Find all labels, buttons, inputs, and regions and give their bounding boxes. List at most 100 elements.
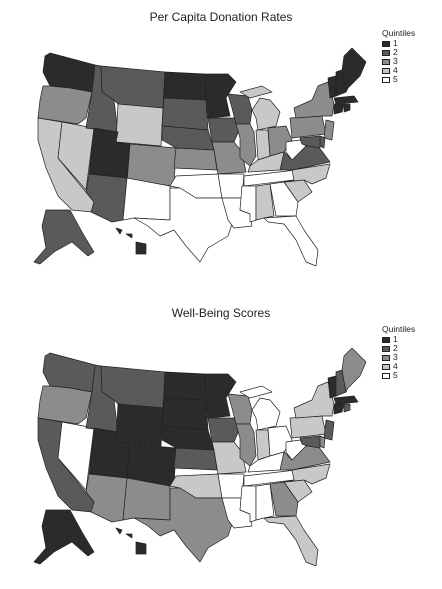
state-pa bbox=[289, 115, 327, 139]
state-nd bbox=[163, 71, 207, 101]
state-or bbox=[37, 85, 93, 125]
state-mo bbox=[211, 141, 247, 175]
state-in bbox=[255, 429, 271, 461]
state-pa bbox=[289, 415, 327, 439]
legend-swatch bbox=[382, 336, 390, 343]
states-layer bbox=[33, 47, 367, 267]
state-hi bbox=[115, 227, 147, 255]
legend-label: 2 bbox=[393, 47, 398, 57]
state-ny bbox=[293, 381, 335, 419]
map-panel-donation: Per Capita Donation Rates Quintiles 1 2 … bbox=[0, 0, 442, 290]
legend-swatch bbox=[382, 345, 390, 352]
state-de bbox=[319, 135, 326, 149]
legend-title: Quintiles bbox=[382, 324, 416, 334]
us-choropleth-map bbox=[33, 347, 367, 567]
legend-item: 1 bbox=[382, 335, 415, 344]
state-mn bbox=[204, 373, 237, 419]
us-choropleth-map bbox=[33, 47, 367, 267]
state-fl bbox=[263, 215, 319, 267]
legend-swatch bbox=[382, 363, 390, 370]
state-ne bbox=[161, 125, 215, 151]
state-nc bbox=[283, 163, 331, 185]
state-tx bbox=[133, 187, 237, 263]
state-ri bbox=[343, 403, 351, 413]
state-ma bbox=[333, 395, 359, 405]
state-ct bbox=[333, 403, 345, 415]
state-wv bbox=[285, 439, 307, 461]
legend-swatch bbox=[382, 40, 390, 47]
legend-item: 4 bbox=[382, 66, 415, 75]
legend-swatch bbox=[382, 49, 390, 56]
state-or bbox=[37, 385, 93, 425]
legend-swatch bbox=[382, 354, 390, 361]
legend-label: 3 bbox=[393, 56, 398, 66]
states-layer bbox=[33, 347, 367, 567]
state-al bbox=[255, 483, 275, 521]
state-ma bbox=[333, 95, 359, 105]
state-sd bbox=[161, 97, 209, 131]
state-az bbox=[85, 473, 128, 523]
legend-swatch bbox=[382, 372, 390, 379]
legend-swatch bbox=[382, 58, 390, 65]
state-ct bbox=[333, 103, 345, 115]
legend-swatch bbox=[382, 67, 390, 74]
state-me bbox=[341, 347, 367, 393]
state-nj bbox=[323, 419, 335, 441]
map-title: Well-Being Scores bbox=[171, 306, 271, 320]
legend-item: 2 bbox=[382, 48, 415, 57]
legend-label: 1 bbox=[393, 38, 398, 48]
state-wy bbox=[115, 103, 164, 147]
state-hi bbox=[115, 527, 147, 555]
legend-label: 4 bbox=[393, 65, 398, 75]
legend-label: 5 bbox=[393, 370, 398, 380]
legend-item: 3 bbox=[382, 353, 415, 362]
legend-item: 5 bbox=[382, 75, 415, 84]
state-nc bbox=[283, 463, 331, 485]
state-az bbox=[85, 173, 128, 223]
state-ks bbox=[173, 147, 218, 171]
legend-label: 2 bbox=[393, 343, 398, 353]
state-ks bbox=[173, 447, 218, 471]
state-fl bbox=[263, 515, 319, 567]
legend-item: 2 bbox=[382, 344, 415, 353]
state-sd bbox=[161, 397, 209, 431]
legend: Quintiles 1 2 3 4 5 bbox=[382, 324, 415, 380]
state-nj bbox=[323, 119, 335, 141]
state-wy bbox=[115, 403, 164, 447]
state-mn bbox=[204, 73, 237, 119]
state-tx bbox=[133, 487, 237, 563]
map-panel-wellbeing: Well-Being Scores Quintiles 1 2 3 4 5 bbox=[0, 296, 442, 589]
map-title: Per Capita Donation Rates bbox=[149, 10, 293, 24]
state-ia bbox=[207, 117, 241, 143]
state-me bbox=[341, 47, 367, 93]
state-ia bbox=[207, 417, 241, 443]
state-nd bbox=[163, 371, 207, 401]
legend-item: 5 bbox=[382, 371, 415, 380]
state-il bbox=[235, 423, 257, 467]
state-ak bbox=[33, 509, 95, 565]
state-mi bbox=[239, 385, 281, 431]
state-mi bbox=[239, 85, 281, 131]
legend-label: 4 bbox=[393, 361, 398, 371]
legend-title: Quintiles bbox=[382, 28, 416, 38]
state-mo bbox=[211, 441, 247, 475]
state-ri bbox=[343, 103, 351, 113]
state-ga bbox=[269, 481, 299, 517]
state-wv bbox=[285, 139, 307, 161]
legend-item: 1 bbox=[382, 39, 415, 48]
legend-swatch bbox=[382, 76, 390, 83]
legend-item: 4 bbox=[382, 362, 415, 371]
state-ar bbox=[217, 473, 245, 499]
state-ga bbox=[269, 181, 299, 217]
state-in bbox=[255, 129, 271, 161]
state-md bbox=[299, 135, 321, 149]
state-ny bbox=[293, 81, 335, 119]
state-ak bbox=[33, 209, 95, 265]
legend-item: 3 bbox=[382, 57, 415, 66]
legend: Quintiles 1 2 3 4 5 bbox=[382, 28, 415, 84]
state-il bbox=[235, 123, 257, 167]
state-ne bbox=[161, 425, 215, 451]
state-md bbox=[299, 435, 321, 449]
state-de bbox=[319, 435, 326, 449]
legend-label: 5 bbox=[393, 74, 398, 84]
